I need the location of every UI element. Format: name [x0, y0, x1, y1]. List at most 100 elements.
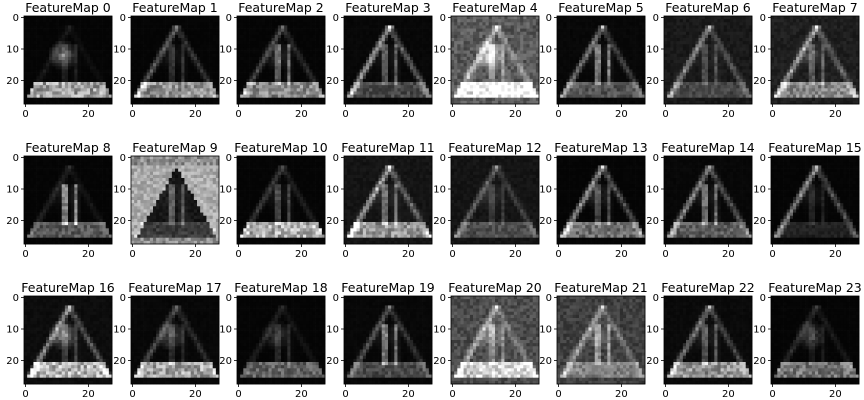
heatmap-cell [517, 60, 521, 64]
heatmap-cell [428, 69, 433, 73]
heatmap-cell [513, 85, 518, 89]
heatmap-cell [366, 50, 370, 55]
heatmap-cell [517, 94, 521, 99]
heatmap-cell [635, 19, 640, 23]
heatmap-cell [635, 41, 640, 45]
heatmap-cell [572, 34, 577, 39]
heatmap-cell [46, 50, 50, 55]
heatmap-cell [375, 85, 379, 89]
heatmap-cell [457, 41, 461, 45]
heatmap-cell [692, 16, 696, 20]
heatmap-cell [476, 100, 480, 105]
heatmap-cell [102, 19, 107, 23]
heatmap-cell [108, 41, 113, 45]
heatmap-cell [635, 34, 640, 39]
heatmap-cell [93, 82, 97, 86]
heatmap-cell [246, 100, 250, 105]
heatmap-cell [190, 34, 195, 39]
heatmap-cell [529, 85, 534, 89]
heatmap-cell [74, 60, 78, 64]
heatmap-cell [400, 38, 405, 42]
heatmap-cell [384, 72, 389, 77]
heatmap-cell [252, 19, 257, 23]
heatmap-cell [46, 78, 50, 83]
heatmap-cell [632, 66, 636, 70]
heatmap-cell [406, 16, 411, 20]
heatmap-cell [517, 78, 521, 83]
heatmap-cell [350, 50, 354, 55]
heatmap-cell [287, 100, 291, 105]
heatmap-cell [460, 63, 464, 67]
heatmap-cell [77, 28, 81, 33]
heatmap-cell [701, 19, 706, 23]
heatmap-cell [535, 56, 540, 61]
heatmap-cell [529, 91, 534, 95]
heatmap-cell [498, 50, 502, 55]
heatmap-cell [641, 72, 646, 77]
heatmap-cell [388, 38, 392, 42]
heatmap-cell [165, 100, 170, 105]
heatmap-cell [560, 50, 564, 55]
heatmap-cell [619, 34, 624, 39]
heatmap-cell [55, 100, 59, 105]
heatmap-cell [613, 91, 618, 95]
heatmap-cell [80, 69, 85, 73]
heatmap-cell [641, 38, 646, 42]
heatmap-cell [403, 34, 408, 39]
heatmap-cell [206, 85, 210, 89]
heatmap-cell [33, 60, 37, 64]
heatmap-cell [347, 22, 351, 26]
heatmap-cell [197, 69, 201, 73]
heatmap-cell [80, 72, 85, 77]
heatmap-cell [520, 53, 524, 58]
heatmap-cell [638, 100, 643, 105]
heatmap-cell [49, 63, 53, 67]
heatmap-cell [610, 50, 614, 55]
heatmap-cell [27, 75, 31, 80]
heatmap-cell [74, 50, 78, 55]
heatmap-cell [560, 34, 564, 39]
heatmap-cell [362, 19, 367, 23]
heatmap-cell [178, 97, 182, 102]
heatmap-cell [262, 47, 266, 51]
heatmap-cell [93, 44, 97, 48]
heatmap-cell [39, 34, 44, 39]
heatmap-cell [517, 38, 521, 42]
heatmap-cell [632, 82, 636, 86]
heatmap-cell [61, 22, 66, 26]
heatmap-cell [259, 19, 263, 23]
heatmap-cell [46, 85, 50, 89]
heatmap-cell [569, 82, 574, 86]
heatmap-cell [255, 28, 260, 33]
heatmap-cell [454, 91, 458, 95]
heatmap-cell [153, 19, 157, 23]
heatmap-cell [566, 19, 570, 23]
heatmap-cell [485, 44, 490, 48]
heatmap-cell [168, 50, 173, 55]
heatmap-cell [419, 60, 423, 64]
heatmap-cell [520, 63, 524, 67]
heatmap-cell [64, 91, 69, 95]
heatmap-cell [419, 19, 423, 23]
heatmap-cell [149, 60, 154, 64]
heatmap-cell [306, 66, 310, 70]
heatmap-cell [259, 75, 263, 80]
heatmap-cell [178, 75, 182, 80]
heatmap-cell [243, 82, 247, 86]
heatmap-cell [575, 88, 580, 92]
heatmap-cell [36, 38, 41, 42]
heatmap-cell [42, 100, 47, 105]
heatmap-cell [140, 44, 144, 48]
heatmap-cell [501, 75, 505, 80]
heatmap-cell [252, 60, 257, 64]
heatmap-cell [388, 75, 392, 80]
heatmap-cell [585, 66, 589, 70]
heatmap-cell [616, 56, 621, 61]
heatmap-cell [520, 60, 524, 64]
heatmap-cell [33, 66, 37, 70]
heatmap-cell [252, 22, 257, 26]
heatmap-cell [378, 44, 383, 48]
heatmap-cell [616, 97, 621, 102]
heatmap-cell [698, 19, 703, 23]
heatmap-cell [80, 44, 85, 48]
